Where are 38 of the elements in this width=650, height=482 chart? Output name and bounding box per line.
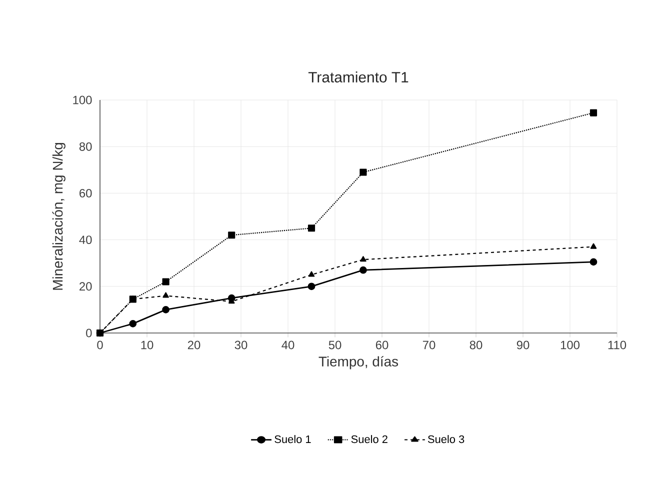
y-tick-label: 80	[79, 142, 92, 151]
point	[360, 256, 366, 262]
point	[162, 306, 170, 314]
x-tick-label: 80	[470, 340, 482, 350]
x-tick-label: 40	[282, 340, 294, 350]
y-axis-title: Mineralización, mg N/kg	[52, 143, 66, 290]
point	[308, 224, 316, 232]
y-tick-label: 0	[86, 328, 92, 338]
x-tick-label: 50	[328, 340, 342, 350]
legend-label: Suelo 3	[428, 435, 464, 444]
point	[308, 271, 315, 277]
point	[129, 320, 137, 328]
y-tick-label: 40	[79, 236, 92, 244]
point	[308, 282, 316, 290]
point	[590, 258, 598, 266]
x-tick-label: 30	[234, 340, 248, 350]
y-tick-label: 60	[80, 188, 92, 198]
point	[590, 109, 598, 116]
x-tick-label: 100	[560, 340, 580, 350]
point	[228, 232, 236, 239]
x-tick-label: 20	[188, 340, 200, 350]
point	[162, 278, 170, 286]
x-tick-label: 60	[376, 340, 388, 350]
x-tick-label: 0	[97, 340, 103, 350]
point	[590, 243, 597, 249]
y-tick-label: 20	[80, 282, 92, 291]
x-tick-label: 90	[516, 340, 530, 350]
x-tick-label: 110	[608, 340, 626, 350]
legend-label: Suelo 2	[351, 435, 388, 444]
legend-label: Suelo 1	[274, 435, 311, 444]
x-tick-label: 70	[422, 340, 436, 350]
point	[360, 168, 367, 176]
x-tick-label: 10	[141, 340, 154, 350]
point	[162, 292, 169, 298]
x-axis-title: Tiempo, días	[318, 356, 398, 370]
point	[360, 266, 367, 274]
chart-title: Tratamiento T1	[308, 72, 408, 82]
y-tick-label: 100	[73, 96, 92, 104]
